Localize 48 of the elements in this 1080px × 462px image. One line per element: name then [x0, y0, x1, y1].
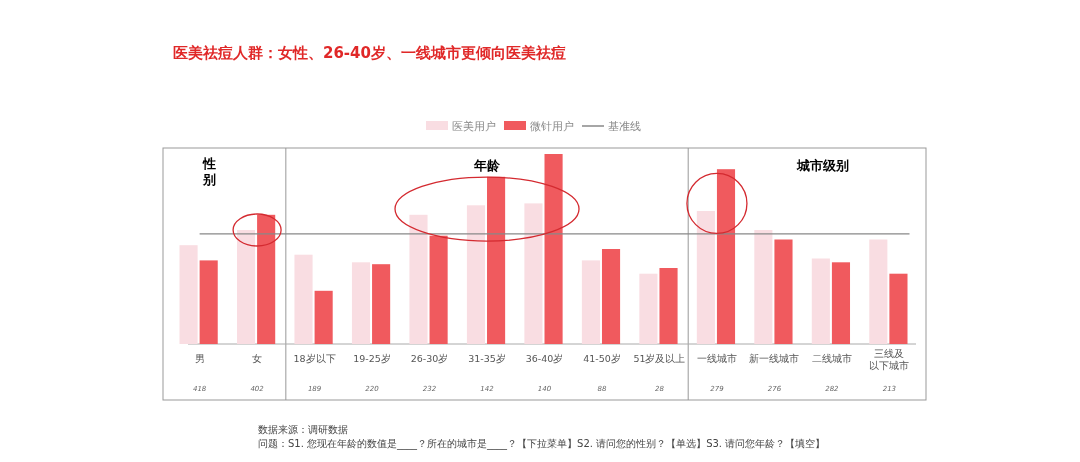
bar [754, 230, 773, 344]
bar [601, 249, 621, 344]
x-tick-label: 31-35岁 [468, 353, 506, 364]
bar [889, 273, 908, 344]
bar [351, 262, 371, 344]
x-tick-label: 一线城市 [696, 353, 737, 364]
x-tick-label: 二线城市 [811, 353, 852, 364]
annotation: 城市级别 [796, 158, 850, 173]
bar [466, 205, 486, 344]
x-tick-label: 51岁及以上 [633, 353, 686, 364]
x-tick-label: 26-30岁 [410, 353, 449, 364]
bar [314, 290, 333, 344]
bar [659, 268, 678, 344]
legend-label: 微针用户 [530, 120, 574, 133]
bar [199, 260, 218, 344]
bar [581, 260, 600, 344]
bar [696, 211, 715, 344]
text: 问题：S1. 您现在年龄的数值是____？所在的城市是____？【下拉菜单】S2. 请问您的性别？【单选】S3. 请问您年龄？【填空】 [258, 438, 826, 450]
x-tick-label: 男 [194, 353, 205, 364]
x-tick-label: 36-40岁 [525, 353, 564, 364]
bar [372, 264, 391, 344]
annotation: 性别 [202, 156, 217, 187]
annotation: 年龄 [473, 158, 502, 173]
bar [544, 154, 563, 344]
chart-title: 医美祛痘人群：女性、26-40岁、一线城市更倾向医美祛痘 [173, 44, 566, 62]
x-tick-label: 三线及以下城市 [869, 348, 910, 371]
bar [869, 239, 888, 344]
bar [179, 245, 198, 344]
x-tick-label: 18岁以下 [293, 353, 336, 364]
bar [639, 273, 658, 344]
bar [409, 214, 428, 344]
source-note: 数据来源：调研数据 [258, 424, 348, 435]
x-tick-label: 新一线城市 [749, 353, 800, 364]
legend-label: 基准线 [608, 120, 641, 133]
bar [257, 214, 276, 344]
bar [716, 169, 736, 344]
bar [294, 254, 313, 344]
bar [524, 203, 543, 344]
bar [429, 235, 448, 344]
bar [774, 239, 793, 344]
bar [236, 230, 256, 344]
legend-label: 医美用户 [452, 120, 496, 133]
bar [831, 262, 851, 344]
x-tick-label: 19-25岁 [353, 353, 391, 364]
bar [487, 176, 506, 344]
bar [811, 258, 830, 344]
x-tick-label: 女 [252, 353, 263, 364]
x-tick-label: 41-50岁 [583, 353, 621, 364]
